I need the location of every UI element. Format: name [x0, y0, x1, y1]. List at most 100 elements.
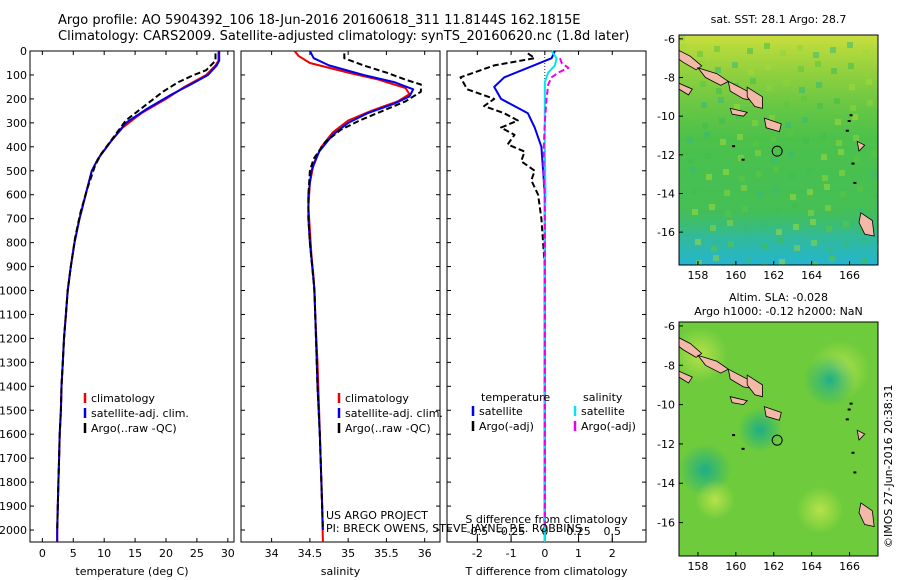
x-tick-label: 2	[609, 547, 616, 560]
x-tick-label: 5	[70, 547, 77, 560]
sst-pixel	[866, 79, 872, 85]
sst-pixel	[742, 206, 748, 212]
y-tick-label: 500	[6, 165, 27, 178]
sst-pixel	[697, 51, 703, 57]
sst-pixel	[748, 69, 754, 75]
legend-label: Argo(..raw -QC)	[91, 422, 177, 435]
sla-anomaly	[695, 480, 735, 520]
sst-pixel	[706, 174, 712, 180]
sst-pixel	[753, 141, 759, 147]
sst-pixel	[755, 150, 761, 156]
sst-pixel	[853, 135, 859, 141]
sst-pixel	[840, 191, 846, 197]
islet	[847, 408, 851, 411]
legend-title: salinity	[583, 391, 623, 404]
y-tick-label: -16	[657, 226, 675, 239]
series-line-differences-1	[459, 52, 546, 530]
sst-pixel	[789, 173, 795, 179]
panel-temperature: 0100200300400500600700800900100011001200…	[0, 45, 235, 578]
island	[746, 86, 763, 109]
y-tick-label: 1400	[0, 380, 27, 393]
islet	[732, 434, 736, 437]
legend-label: Argo(-adj)	[581, 420, 636, 433]
x2-tick-label: 0.5	[604, 525, 622, 538]
sst-pixel	[771, 157, 777, 163]
sst-pixel	[710, 225, 716, 231]
sst-pixel	[714, 46, 720, 52]
map-subtitle: Argo h1000: -0.12 h2000: NaN	[694, 305, 863, 318]
y-tick-label: 0	[20, 45, 27, 58]
sst-pixel	[801, 96, 807, 102]
x-tick-label: 162	[763, 269, 784, 282]
sst-pixel	[761, 243, 767, 249]
x-tick-label: -1	[506, 547, 517, 560]
sst-pixel	[787, 131, 793, 137]
x-tick-label: 160	[725, 269, 746, 282]
x2-axis-label: S difference from climatology	[465, 513, 628, 526]
sst-pixel	[849, 84, 855, 90]
y-tick-label: 1200	[0, 332, 27, 345]
sst-pixel	[875, 202, 878, 208]
legend-label: satellite	[479, 405, 523, 418]
sst-pixel	[799, 87, 805, 93]
sst-pixel	[817, 103, 823, 109]
sst-pixel	[871, 151, 877, 157]
sst-pixel	[764, 43, 770, 49]
island	[696, 354, 730, 374]
sst_map-frame	[678, 34, 879, 266]
sst-pixel	[776, 229, 782, 235]
x2-tick-label: 0.25	[566, 525, 591, 538]
sst-pixel	[752, 120, 758, 126]
sst-pixel	[773, 166, 779, 172]
island	[696, 67, 730, 86]
island	[729, 107, 748, 117]
sst-pixel	[719, 118, 725, 124]
sst-pixel	[863, 49, 869, 55]
sst-pixel	[811, 240, 817, 246]
sst-pixel	[844, 242, 850, 248]
sst-pixel	[780, 50, 786, 56]
y-tick-label: 2000	[0, 524, 27, 537]
sst-pixel	[806, 168, 812, 174]
sst-pixel	[836, 140, 842, 146]
island	[679, 370, 693, 384]
sst-pixel	[862, 258, 868, 264]
island	[679, 50, 703, 71]
pi-credit: PI: BRECK OWENS, STEVE JAYNE, P.E. ROBBI…	[326, 522, 582, 535]
y-tick-label: -10	[657, 399, 675, 412]
sst-pixel	[873, 193, 878, 199]
sst-pixel	[785, 122, 791, 128]
sst-pixel	[704, 132, 710, 138]
y-tick-label: 900	[6, 261, 27, 274]
sst-pixel	[691, 188, 697, 194]
islet	[853, 471, 857, 474]
legend-label: Argo(-adj)	[479, 420, 534, 433]
sla_map-field	[679, 322, 878, 556]
y-tick-label: 1500	[0, 404, 27, 417]
y-tick-label: 200	[6, 93, 27, 106]
island	[679, 82, 693, 96]
island	[729, 396, 748, 406]
sst-pixel	[827, 247, 833, 253]
y-tick-label: 1000	[0, 285, 27, 298]
panel-differences: -2 -1 0 1 2 T difference from climatology -0.5…	[446, 50, 647, 578]
x-tick-label: 34	[265, 547, 279, 560]
figure-title-line2: Climatology: CARS2009. Satellite-adjuste…	[58, 29, 630, 44]
sst-pixel	[729, 262, 735, 265]
sst-pixel	[784, 101, 790, 107]
x-axis-label: temperature (deg C)	[75, 565, 188, 578]
x2-tick-label: -0.25	[497, 525, 525, 538]
sst-pixel	[746, 257, 752, 263]
sst-pixel	[734, 104, 740, 110]
x2-tick-label: -0.5	[467, 525, 488, 538]
sst-pixel	[834, 98, 840, 104]
legend-label: satellite-adj. clim.	[91, 407, 189, 420]
sst-pixel	[720, 139, 726, 145]
sst-pixel	[867, 100, 873, 106]
sst-pixel	[847, 42, 853, 48]
x-tick-label: 20	[159, 547, 173, 560]
sst-pixel	[807, 189, 813, 195]
legend-label: climatology	[91, 392, 155, 405]
island	[856, 429, 866, 441]
sst-pixel	[716, 88, 722, 94]
